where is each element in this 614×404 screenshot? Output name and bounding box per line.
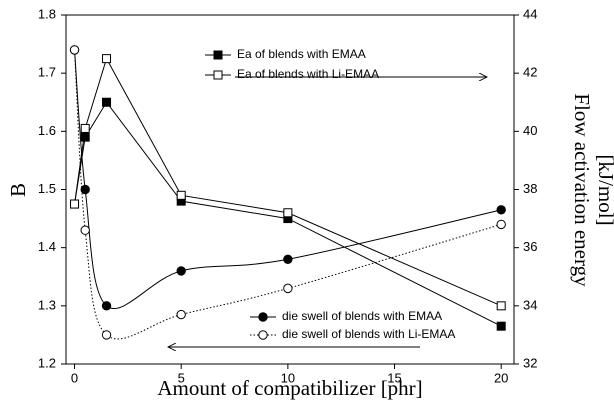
y-tick-label: 1.6: [38, 123, 56, 138]
legend-label: die swell of blends with Li-EMAA: [282, 327, 455, 341]
y2-tick-label: 40: [523, 123, 537, 138]
x-tick-label: 10: [281, 370, 295, 385]
marker: [176, 309, 186, 320]
y2-tick-label: 38: [523, 181, 537, 196]
x-tick-label: 5: [178, 370, 185, 385]
series-line: [74, 57, 502, 307]
x-axis-label: Amount of compatibilizer [phr]: [157, 376, 422, 400]
series-line: [74, 101, 502, 327]
marker: [496, 321, 506, 331]
y2-tick-label: 44: [523, 6, 537, 21]
marker: [80, 184, 90, 195]
marker: [283, 208, 293, 218]
legend-label: Ea of blends with EMAA: [237, 47, 366, 61]
legend-marker: [213, 70, 223, 80]
x-tick-label: 20: [494, 370, 508, 385]
series-line: [74, 49, 502, 309]
marker: [70, 199, 80, 209]
marker: [101, 301, 112, 311]
y-tick-label: 1.4: [38, 239, 56, 254]
y-tick-label: 1.2: [38, 355, 56, 370]
marker: [496, 301, 506, 311]
marker: [80, 123, 90, 133]
marker: [69, 45, 80, 55]
y2-tick-label: 42: [523, 65, 537, 80]
marker: [102, 97, 112, 107]
marker: [176, 190, 186, 200]
legend-label: die swell of blends with EMAA: [282, 309, 442, 323]
y2-tick-label: 32: [523, 355, 537, 370]
y2-axis-label: Flow activation energy: [570, 93, 594, 287]
marker: [80, 132, 90, 142]
y-tick-label: 1.7: [38, 65, 56, 80]
legend-label: Ea of blends with Li-EMAA: [237, 67, 379, 81]
marker: [283, 254, 293, 264]
y2-tick-label: 36: [523, 239, 537, 254]
series-line: [74, 49, 502, 340]
y-tick-label: 1.3: [38, 297, 56, 312]
x-tick-label: 0: [71, 370, 78, 385]
y2-tick-label: 34: [523, 297, 537, 312]
marker: [101, 330, 112, 340]
marker: [176, 266, 186, 276]
marker: [496, 205, 506, 215]
y-axis-label: B: [6, 183, 30, 197]
x-tick-label: 15: [387, 370, 401, 385]
y2-axis-label: [kJ/mol]: [594, 154, 614, 225]
marker: [496, 219, 506, 230]
y-tick-label: 1.5: [38, 181, 56, 196]
legend-marker: [213, 50, 223, 60]
y-tick-label: 1.8: [38, 6, 56, 21]
legend-marker: [258, 330, 268, 340]
marker: [102, 54, 112, 64]
legend-marker: [258, 312, 268, 322]
marker: [283, 283, 293, 294]
marker: [80, 225, 90, 235]
